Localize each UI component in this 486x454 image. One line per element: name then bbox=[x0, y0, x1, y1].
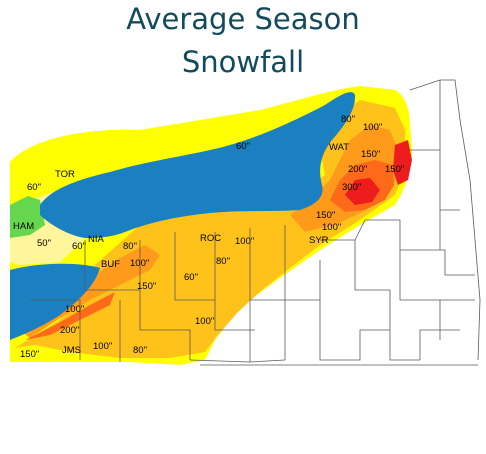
city-ham: HAM bbox=[13, 221, 34, 232]
contour-label: 100" bbox=[235, 236, 254, 247]
city-roc: ROC bbox=[200, 233, 221, 244]
band-200 bbox=[25, 160, 394, 340]
contour-label: 100" bbox=[322, 222, 341, 233]
city-wat: WAT bbox=[329, 142, 349, 153]
band-west bbox=[10, 196, 45, 238]
lakes bbox=[10, 92, 356, 340]
contour-label: 100" bbox=[93, 341, 112, 352]
contour-label: 60" bbox=[27, 182, 41, 193]
city-tor: TOR bbox=[55, 169, 75, 180]
lake-erie bbox=[10, 263, 100, 340]
contour-label: 100" bbox=[195, 316, 214, 327]
band-150 bbox=[20, 125, 398, 338]
contour-label: 80" bbox=[123, 241, 137, 252]
lake-ontario bbox=[40, 92, 356, 238]
contour-label: 50" bbox=[37, 238, 51, 249]
snowfall-labels: 60" 50" 60" 60" 80" 100" 150" 200" 300" … bbox=[20, 114, 404, 360]
contour-label: 150" bbox=[385, 164, 404, 175]
city-nia: NIA bbox=[88, 234, 105, 245]
contour-label: 150" bbox=[137, 281, 156, 292]
contour-label: 150" bbox=[361, 149, 380, 160]
contour-label: 150" bbox=[20, 349, 39, 360]
title-line-2: Snowfall bbox=[181, 45, 305, 79]
contour-label: 60" bbox=[72, 241, 86, 252]
contour-label: 60" bbox=[236, 141, 250, 152]
contour-label: 80" bbox=[216, 256, 230, 267]
contour-label: 100" bbox=[130, 258, 149, 269]
contour-label: 60" bbox=[184, 272, 198, 283]
city-syr: SYR bbox=[309, 235, 329, 246]
contour-label: 80" bbox=[133, 345, 147, 356]
band-300 bbox=[345, 140, 412, 205]
contour-label: 200" bbox=[348, 164, 367, 175]
city-jms: JMS bbox=[62, 345, 81, 356]
contour-label: 200" bbox=[60, 325, 79, 336]
city-buf: BUF bbox=[101, 259, 120, 270]
contour-label: 80" bbox=[341, 114, 355, 125]
county-lines bbox=[30, 79, 481, 366]
contour-label: 300" bbox=[342, 182, 361, 193]
city-labels: TOR HAM NIA BUF ROC WAT SYR JMS bbox=[13, 142, 349, 356]
title-line-1: Average Season bbox=[126, 2, 360, 36]
contour-label: 150" bbox=[316, 210, 335, 221]
contour-label: 100" bbox=[363, 122, 382, 133]
contour-label: 100" bbox=[65, 304, 84, 315]
